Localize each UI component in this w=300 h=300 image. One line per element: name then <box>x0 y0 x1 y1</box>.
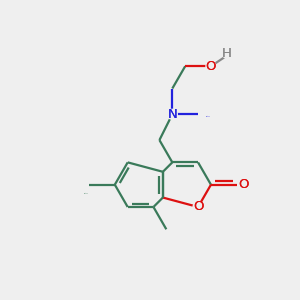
Circle shape <box>167 109 177 119</box>
Circle shape <box>206 61 216 71</box>
Text: N: N <box>167 108 177 121</box>
Text: methyl: methyl <box>84 193 88 194</box>
Text: O: O <box>193 200 203 214</box>
Text: H: H <box>221 47 231 60</box>
Circle shape <box>239 180 249 190</box>
Text: O: O <box>238 178 249 191</box>
Circle shape <box>222 50 230 58</box>
Text: O: O <box>206 60 216 73</box>
Text: O: O <box>193 200 203 214</box>
Text: N: N <box>167 108 177 121</box>
Text: O: O <box>206 60 216 73</box>
Text: methyl: methyl <box>206 116 211 117</box>
Circle shape <box>193 202 203 212</box>
Text: H: H <box>221 47 231 60</box>
Text: O: O <box>238 178 249 191</box>
